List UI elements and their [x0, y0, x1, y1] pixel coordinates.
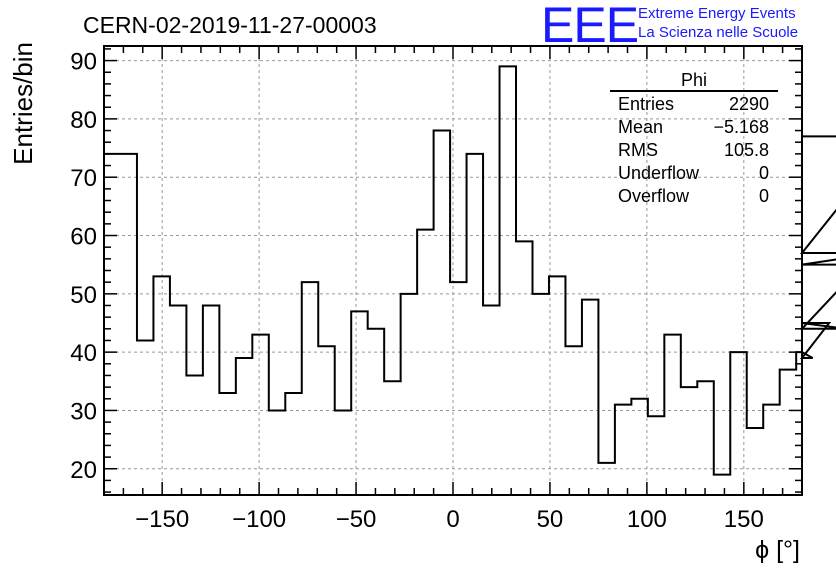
logo-line-1: Extreme Energy Events	[638, 5, 796, 22]
y-tick-label: 60	[70, 224, 97, 251]
stats-box: Phi Entries 2290 Mean −5.168 RMS 105.8 Underfl…	[610, 70, 778, 206]
x-tick-label: −100	[232, 506, 286, 533]
histogram-series	[104, 65, 836, 476]
stats-row-label: Overflow	[618, 186, 690, 206]
eee-logo-mark: EEE	[541, 0, 639, 53]
axis-ticks	[103, 46, 803, 495]
y-tick-label: 30	[70, 398, 97, 425]
y-tick-label: 50	[70, 282, 97, 309]
x-tick-label: 0	[446, 506, 459, 533]
x-tick-label: −150	[135, 506, 189, 533]
stats-title: Phi	[681, 70, 707, 90]
x-tick-label: 150	[724, 506, 764, 533]
stats-row-label: Mean	[618, 117, 663, 137]
logo-line-2: La Scienza nelle Scuole	[638, 24, 799, 41]
stats-row-value: −5.168	[713, 117, 769, 137]
x-axis-label: ϕ [°]	[755, 536, 800, 564]
y-axis-label: Entries/bin	[8, 42, 38, 165]
grid-lines	[104, 46, 802, 495]
x-tick-label: −50	[336, 506, 377, 533]
x-tick-label: 100	[627, 506, 667, 533]
x-tick-label: 50	[537, 506, 564, 533]
stats-row-value: 0	[759, 163, 769, 183]
y-tick-label: 80	[70, 107, 97, 134]
stats-row-label: Underflow	[618, 163, 700, 183]
stats-row-label: Entries	[618, 94, 674, 114]
stats-row-value: 0	[759, 186, 769, 206]
stats-row-value: 105.8	[724, 140, 769, 160]
y-tick-label: 70	[70, 165, 97, 192]
y-tick-label: 40	[70, 340, 97, 367]
histogram-outline	[104, 65, 836, 476]
y-tick-label: 20	[70, 457, 97, 484]
stats-row-label: RMS	[618, 140, 658, 160]
tick-labels: −150 −100 −50 0 50 100 150 20 30 40 50 60 70 80 90	[70, 49, 764, 533]
chart-title: CERN-02-2019-11-27-00003	[83, 12, 377, 38]
stats-row-value: 2290	[729, 94, 769, 114]
y-tick-label: 90	[70, 49, 97, 76]
